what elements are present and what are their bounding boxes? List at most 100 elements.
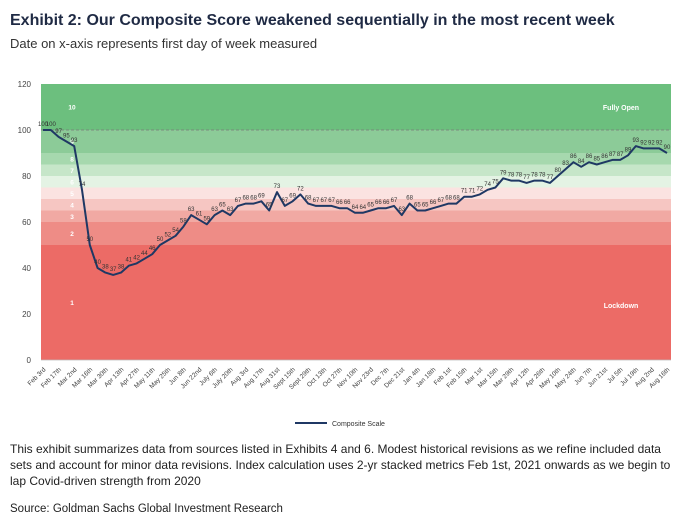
- band-label: 10: [68, 105, 76, 112]
- data-label: 84: [578, 159, 585, 165]
- band-2: [41, 153, 671, 165]
- y-tick-label: 20: [22, 310, 31, 319]
- data-label: 58: [180, 219, 187, 225]
- band-7: [41, 210, 671, 222]
- data-label: 77: [547, 175, 554, 181]
- data-label: 66: [375, 200, 382, 206]
- data-label: 85: [593, 157, 600, 163]
- data-label: 63: [188, 207, 195, 213]
- data-label: 69: [289, 193, 296, 199]
- data-label: 72: [297, 186, 304, 192]
- data-label: 95: [63, 134, 70, 140]
- zone-label-top: Fully Open: [603, 105, 639, 112]
- data-label: 66: [430, 200, 437, 206]
- band-0: [41, 84, 671, 130]
- data-label: 52: [164, 232, 171, 238]
- data-label: 80: [554, 168, 561, 174]
- data-label: 40: [94, 260, 101, 266]
- data-label: 74: [484, 182, 491, 188]
- y-tick-label: 60: [22, 218, 31, 227]
- band-4: [41, 176, 671, 188]
- data-label: 87: [617, 152, 624, 158]
- band-6: [41, 199, 671, 211]
- data-label: 75: [492, 180, 499, 186]
- band-1: [41, 130, 671, 153]
- data-label: 68: [242, 196, 249, 202]
- data-label: 67: [313, 198, 320, 204]
- data-label: 68: [445, 196, 452, 202]
- data-label: 100: [38, 122, 49, 128]
- data-label: 92: [648, 140, 655, 146]
- data-label: 67: [391, 198, 398, 204]
- data-label: 61: [196, 212, 203, 218]
- data-label: 71: [469, 189, 476, 195]
- band-8: [41, 222, 671, 245]
- band-label: 6: [70, 179, 74, 186]
- data-label: 67: [281, 198, 288, 204]
- data-label: 93: [632, 138, 639, 144]
- series-line-composite-scale: [43, 129, 668, 276]
- data-label: 63: [211, 207, 218, 213]
- data-label: 68: [453, 196, 460, 202]
- chart-source: Source: Goldman Sachs Global Investment …: [10, 503, 283, 515]
- data-label: 92: [640, 140, 647, 146]
- y-tick-label: 120: [18, 80, 32, 89]
- data-label: 38: [118, 265, 125, 271]
- data-label: 74: [79, 182, 86, 188]
- data-label: 64: [352, 205, 359, 211]
- data-label: 71: [461, 189, 468, 195]
- data-label: 65: [266, 203, 273, 209]
- band-label: 1: [70, 300, 74, 307]
- data-label: 67: [235, 198, 242, 204]
- data-label: 92: [656, 140, 663, 146]
- band-label: 4: [70, 202, 74, 209]
- data-label: 78: [508, 173, 515, 179]
- data-label: 89: [625, 147, 632, 153]
- data-label: 78: [539, 173, 546, 179]
- band-label: 5: [70, 191, 74, 198]
- data-label: 63: [227, 207, 234, 213]
- zone-label-bottom: Lockdown: [604, 303, 639, 310]
- data-label: 66: [336, 200, 343, 206]
- band-label: 9: [70, 139, 74, 146]
- data-label: 68: [305, 196, 312, 202]
- data-label: 77: [523, 175, 530, 181]
- chart-footnote: This exhibit summarizes data from source…: [10, 442, 671, 488]
- data-label: 90: [664, 145, 671, 151]
- chart-subtitle: Date on x-axis represents first day of w…: [10, 36, 318, 51]
- data-label: 65: [219, 203, 226, 209]
- data-label: 67: [437, 198, 444, 204]
- data-label: 65: [414, 203, 421, 209]
- data-label: 66: [344, 200, 351, 206]
- legend-label: Composite Scale: [332, 421, 385, 428]
- data-label: 64: [359, 205, 366, 211]
- data-label: 93: [71, 138, 78, 144]
- data-label: 37: [110, 267, 117, 273]
- data-label: 42: [133, 255, 140, 261]
- data-label: 69: [258, 193, 265, 199]
- data-label: 41: [125, 258, 132, 264]
- data-label: 68: [406, 196, 413, 202]
- data-label: 73: [274, 184, 281, 190]
- band-label: 3: [70, 214, 74, 221]
- data-label: 78: [531, 173, 538, 179]
- band-5: [41, 187, 671, 199]
- data-label: 97: [55, 129, 62, 135]
- data-label: 86: [570, 154, 577, 160]
- data-label: 86: [586, 154, 593, 160]
- y-tick-label: 100: [18, 126, 32, 135]
- band-9: [41, 245, 671, 360]
- data-label: 54: [172, 228, 179, 234]
- data-label: 100: [46, 122, 57, 128]
- data-label: 46: [149, 246, 156, 252]
- data-label: 38: [102, 265, 109, 271]
- data-label: 65: [422, 203, 429, 209]
- data-label: 63: [398, 207, 405, 213]
- data-label: 72: [476, 186, 483, 192]
- data-label: 66: [383, 200, 390, 206]
- data-label: 67: [328, 198, 335, 204]
- band-label: 8: [70, 156, 74, 163]
- band-label: 2: [70, 231, 74, 238]
- data-label: 78: [515, 173, 522, 179]
